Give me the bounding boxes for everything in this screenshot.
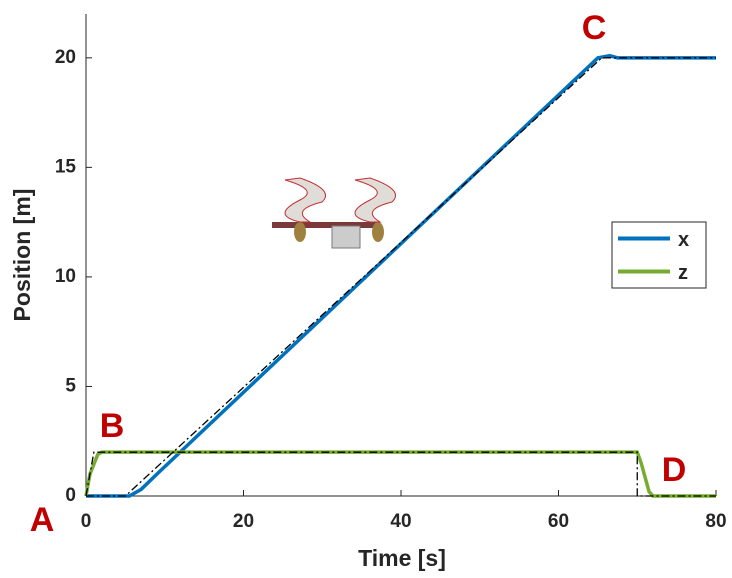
annotation: A — [30, 501, 55, 539]
annotation: B — [100, 407, 125, 445]
y-tick-label: 0 — [65, 485, 76, 506]
y-tick-label: 10 — [55, 266, 76, 287]
x-axis-label: Time [s] — [358, 545, 446, 571]
x-tick-label: 60 — [548, 511, 569, 532]
x-tick-label: 80 — [705, 511, 726, 532]
x-tick-label: 0 — [81, 511, 92, 532]
legend-label: z — [678, 262, 688, 284]
y-tick-label: 5 — [65, 375, 76, 396]
x-tick-label: 40 — [390, 511, 411, 532]
legend-box — [611, 221, 707, 289]
data-line — [84, 450, 716, 498]
reference-line — [85, 451, 716, 497]
y-tick-label: 15 — [55, 156, 77, 177]
legend-label: x — [678, 229, 689, 251]
drone-illustration — [272, 177, 396, 249]
reference-line — [86, 57, 716, 497]
annotation: D — [662, 451, 687, 489]
y-tick-label: 20 — [55, 47, 76, 68]
annotation: C — [582, 9, 607, 47]
x-tick-label: 20 — [233, 511, 254, 532]
y-axis-label: Position [m] — [9, 189, 35, 322]
